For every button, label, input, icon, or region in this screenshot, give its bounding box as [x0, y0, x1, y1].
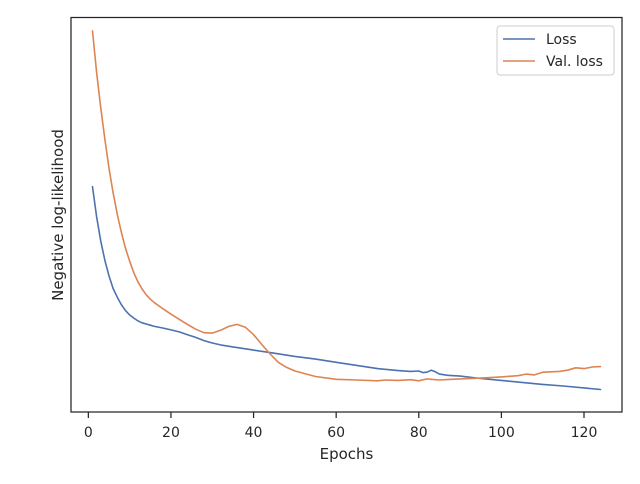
- x-tick-label: 120: [571, 425, 598, 441]
- plot-frame: [70, 16, 623, 413]
- x-axis-label: Epochs: [320, 445, 374, 463]
- x-tick-label: 0: [84, 425, 93, 441]
- legend-label: Val. loss: [546, 54, 603, 70]
- plot-area: [71, 17, 622, 412]
- x-tick-label: 60: [327, 425, 345, 441]
- series-line-1: [91, 185, 602, 391]
- legend: Loss Val. loss: [496, 25, 615, 76]
- x-tick-label: 80: [410, 425, 428, 441]
- x-tick-label: 100: [488, 425, 515, 441]
- y-axis-label: Negative log-likelihood: [49, 129, 67, 301]
- x-tick-label: 20: [162, 425, 180, 441]
- x-axis-ticks: 0 20 40 60 80 100 120: [84, 412, 597, 441]
- legend-label: Loss: [546, 32, 577, 48]
- x-tick-label: 40: [245, 425, 263, 441]
- series-line-2: [91, 30, 602, 382]
- series-lines: [91, 30, 602, 391]
